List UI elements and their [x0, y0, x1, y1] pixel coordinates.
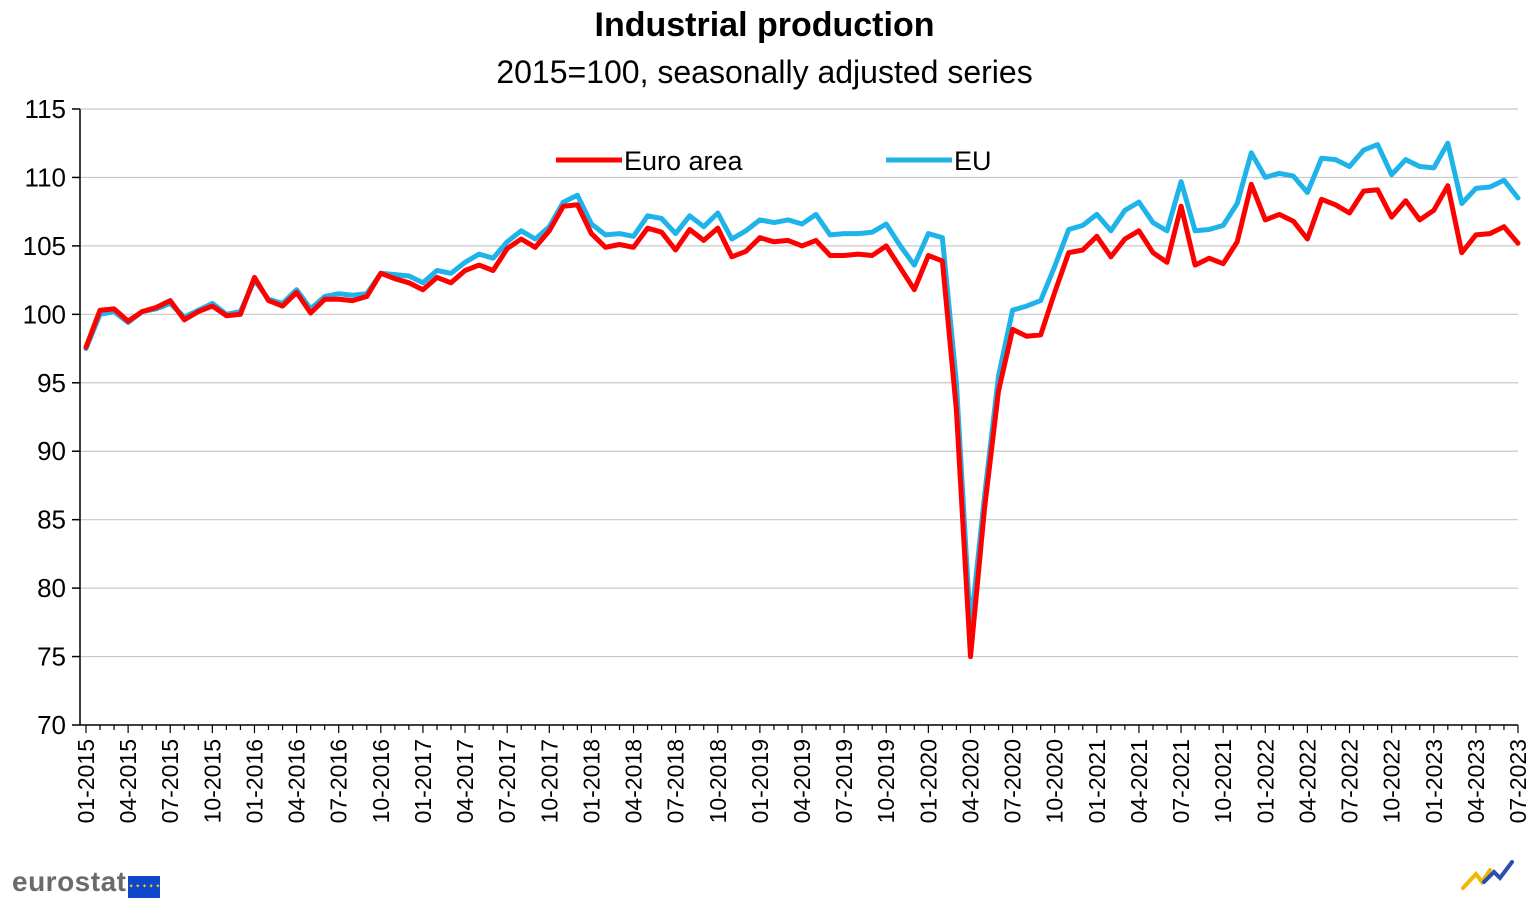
- x-tick-label: 04-2021: [1126, 739, 1152, 823]
- series-line-euro-area: [83, 181, 1521, 660]
- x-tick-label: 10-2021: [1210, 739, 1236, 823]
- gridlines: [80, 108, 1518, 658]
- x-tick-label: 07-2019: [831, 739, 857, 823]
- x-tick-label: 04-2017: [452, 739, 478, 823]
- x-tick-label: 07-2020: [1000, 739, 1026, 823]
- x-tick-label: 04-2016: [284, 739, 310, 823]
- x-tick-label: 10-2018: [705, 739, 731, 823]
- x-tick-label: 04-2023: [1463, 739, 1489, 823]
- x-tick-label: 01-2019: [747, 739, 773, 823]
- x-tick-label: 10-2015: [199, 739, 225, 823]
- x-tick-label: 04-2015: [115, 739, 141, 823]
- legend-label-euro-area: Euro area: [624, 146, 744, 176]
- x-tick-label: 04-2019: [789, 739, 815, 823]
- x-tick-label: 01-2023: [1421, 739, 1447, 823]
- x-tick-label: 01-2022: [1252, 739, 1278, 823]
- logo-text: eurostat: [12, 866, 127, 897]
- x-tick-label: 10-2022: [1379, 739, 1405, 823]
- y-tick-label: 80: [37, 573, 66, 603]
- x-tick-label: 07-2023: [1505, 739, 1529, 823]
- legend-label-eu: EU: [954, 146, 992, 176]
- y-tick-label: 110: [25, 162, 66, 192]
- chart-subtitle: 2015=100, seasonally adjusted series: [496, 54, 1033, 90]
- x-tick-label: 07-2017: [494, 739, 520, 823]
- y-tick-label: 70: [37, 710, 66, 740]
- x-tick-label: 01-2021: [1084, 739, 1110, 823]
- y-tick-label: 105: [23, 231, 66, 261]
- x-tick-label: 01-2017: [410, 739, 436, 823]
- axes: 70 75 80 85 90 95 100 105 110 115 01-2015 04-2015 07…: [23, 94, 1529, 823]
- series-line-eu: [83, 140, 1521, 632]
- x-tick-label: 07-2022: [1337, 739, 1363, 823]
- x-tick-label: 04-2022: [1294, 739, 1320, 823]
- eu-flag-icon: ✦ ✦ ✦ ✦ ✦: [128, 875, 161, 898]
- series-lines: [83, 140, 1521, 660]
- chart-title: Industrial production: [594, 6, 935, 44]
- legend: Euro area EU: [556, 146, 992, 176]
- x-tick-label: 01-2020: [915, 739, 941, 823]
- y-tick-label: 100: [23, 299, 66, 329]
- x-tick-label: 10-2020: [1042, 739, 1068, 823]
- x-tick-label: 10-2019: [873, 739, 899, 823]
- y-tick-label: 115: [25, 94, 66, 124]
- x-tick-label: 07-2021: [1168, 739, 1194, 823]
- x-tick-label: 07-2018: [663, 739, 689, 823]
- eurostat-swoosh-icon: [1461, 860, 1514, 890]
- y-tick-label: 90: [37, 436, 66, 466]
- x-tick-label: 10-2017: [536, 739, 562, 823]
- x-tick-label: 01-2015: [73, 739, 99, 823]
- y-tick-label: 85: [37, 505, 66, 535]
- x-tick-label: 01-2018: [578, 739, 604, 823]
- x-tick-label: 10-2016: [368, 739, 394, 823]
- x-tick-label: 07-2016: [326, 739, 352, 823]
- x-tick-label: 01-2016: [241, 739, 267, 823]
- x-tick-label: 04-2018: [621, 739, 647, 823]
- eurostat-logo: eurostat ✦ ✦ ✦ ✦ ✦: [12, 866, 161, 900]
- x-tick-label: 04-2020: [957, 739, 983, 823]
- y-tick-label: 95: [37, 368, 66, 398]
- y-tick-label: 75: [37, 642, 66, 672]
- x-tick-label: 07-2015: [157, 739, 183, 823]
